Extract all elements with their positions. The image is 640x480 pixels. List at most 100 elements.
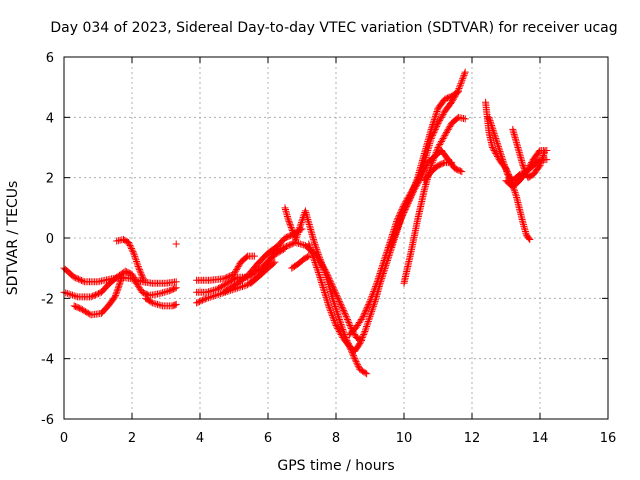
data-point — [293, 232, 301, 240]
data-point — [361, 326, 369, 334]
data-point — [234, 263, 242, 271]
data-point — [292, 235, 300, 243]
data-point — [392, 228, 400, 236]
series-trace — [70, 273, 126, 319]
data-point — [399, 208, 407, 216]
data-point — [320, 285, 328, 293]
data-point — [493, 138, 501, 146]
data-point — [389, 236, 397, 244]
data-point — [347, 346, 355, 354]
data-point — [356, 340, 364, 348]
data-point — [369, 302, 377, 310]
data-point — [309, 252, 317, 260]
series-trace — [142, 294, 180, 310]
data-point — [315, 252, 323, 260]
data-point — [335, 328, 343, 336]
data-point — [313, 247, 321, 255]
data-point — [453, 89, 461, 97]
data-point — [493, 139, 501, 147]
data-point — [331, 288, 339, 296]
data-point — [363, 303, 371, 311]
data-point — [413, 175, 421, 183]
data-point — [346, 343, 354, 351]
data-point — [365, 300, 373, 308]
data-point — [367, 294, 375, 302]
data-point — [172, 284, 180, 292]
x-tick-label: 0 — [60, 431, 68, 446]
data-point — [407, 190, 415, 198]
data-point — [351, 355, 359, 363]
data-point — [432, 109, 440, 117]
data-point — [501, 164, 509, 172]
data-point — [410, 184, 418, 192]
data-point — [525, 234, 533, 242]
data-point — [136, 267, 144, 275]
data-point — [332, 304, 340, 312]
data-point — [135, 264, 143, 272]
data-point — [316, 272, 324, 280]
series-trace — [288, 252, 313, 272]
data-point — [137, 269, 145, 277]
data-point — [524, 165, 532, 173]
data-point — [339, 306, 347, 314]
data-point — [289, 228, 297, 236]
data-point — [312, 260, 320, 268]
data-point — [343, 314, 351, 322]
data-point — [203, 288, 211, 296]
data-point — [401, 205, 409, 213]
data-point — [522, 168, 530, 176]
data-point — [369, 304, 377, 312]
data-point — [211, 286, 219, 294]
data-point — [363, 370, 371, 378]
data-point — [363, 321, 371, 329]
data-point — [232, 267, 240, 275]
data-point — [296, 240, 304, 248]
data-point — [526, 236, 534, 244]
data-point — [400, 207, 408, 215]
data-point — [159, 289, 167, 297]
data-point — [297, 220, 305, 228]
data-point — [113, 288, 121, 296]
data-point — [213, 285, 221, 293]
data-point — [435, 142, 443, 150]
data-point — [309, 253, 317, 261]
data-point — [442, 130, 450, 138]
data-point — [132, 256, 140, 264]
data-point — [430, 117, 438, 125]
data-point — [341, 309, 349, 317]
data-point — [228, 277, 236, 285]
data-point — [214, 284, 222, 292]
data-point — [361, 369, 369, 377]
data-point — [321, 288, 329, 296]
data-point — [297, 219, 305, 227]
data-point — [150, 299, 158, 307]
data-point — [373, 279, 381, 287]
data-point — [362, 306, 370, 314]
data-point — [379, 260, 387, 268]
data-point — [319, 283, 327, 291]
data-point — [62, 289, 70, 297]
data-point — [370, 287, 378, 295]
data-point — [366, 312, 374, 320]
data-point — [412, 179, 420, 187]
data-point — [314, 249, 322, 257]
series-trace — [509, 125, 549, 182]
x-tick-label: 10 — [396, 431, 413, 446]
data-point — [335, 326, 343, 334]
data-point — [215, 290, 223, 298]
data-point — [316, 254, 324, 262]
data-point — [314, 250, 322, 258]
data-point — [240, 282, 248, 290]
data-point — [394, 223, 402, 231]
data-point — [429, 119, 437, 127]
data-point — [402, 202, 410, 210]
data-point — [298, 241, 306, 249]
data-point — [326, 305, 334, 313]
data-point — [330, 299, 338, 307]
data-point — [427, 162, 435, 170]
data-point — [457, 78, 465, 86]
data-point — [345, 318, 353, 326]
data-point — [80, 307, 88, 315]
data-point — [70, 292, 78, 300]
data-point — [448, 159, 456, 167]
